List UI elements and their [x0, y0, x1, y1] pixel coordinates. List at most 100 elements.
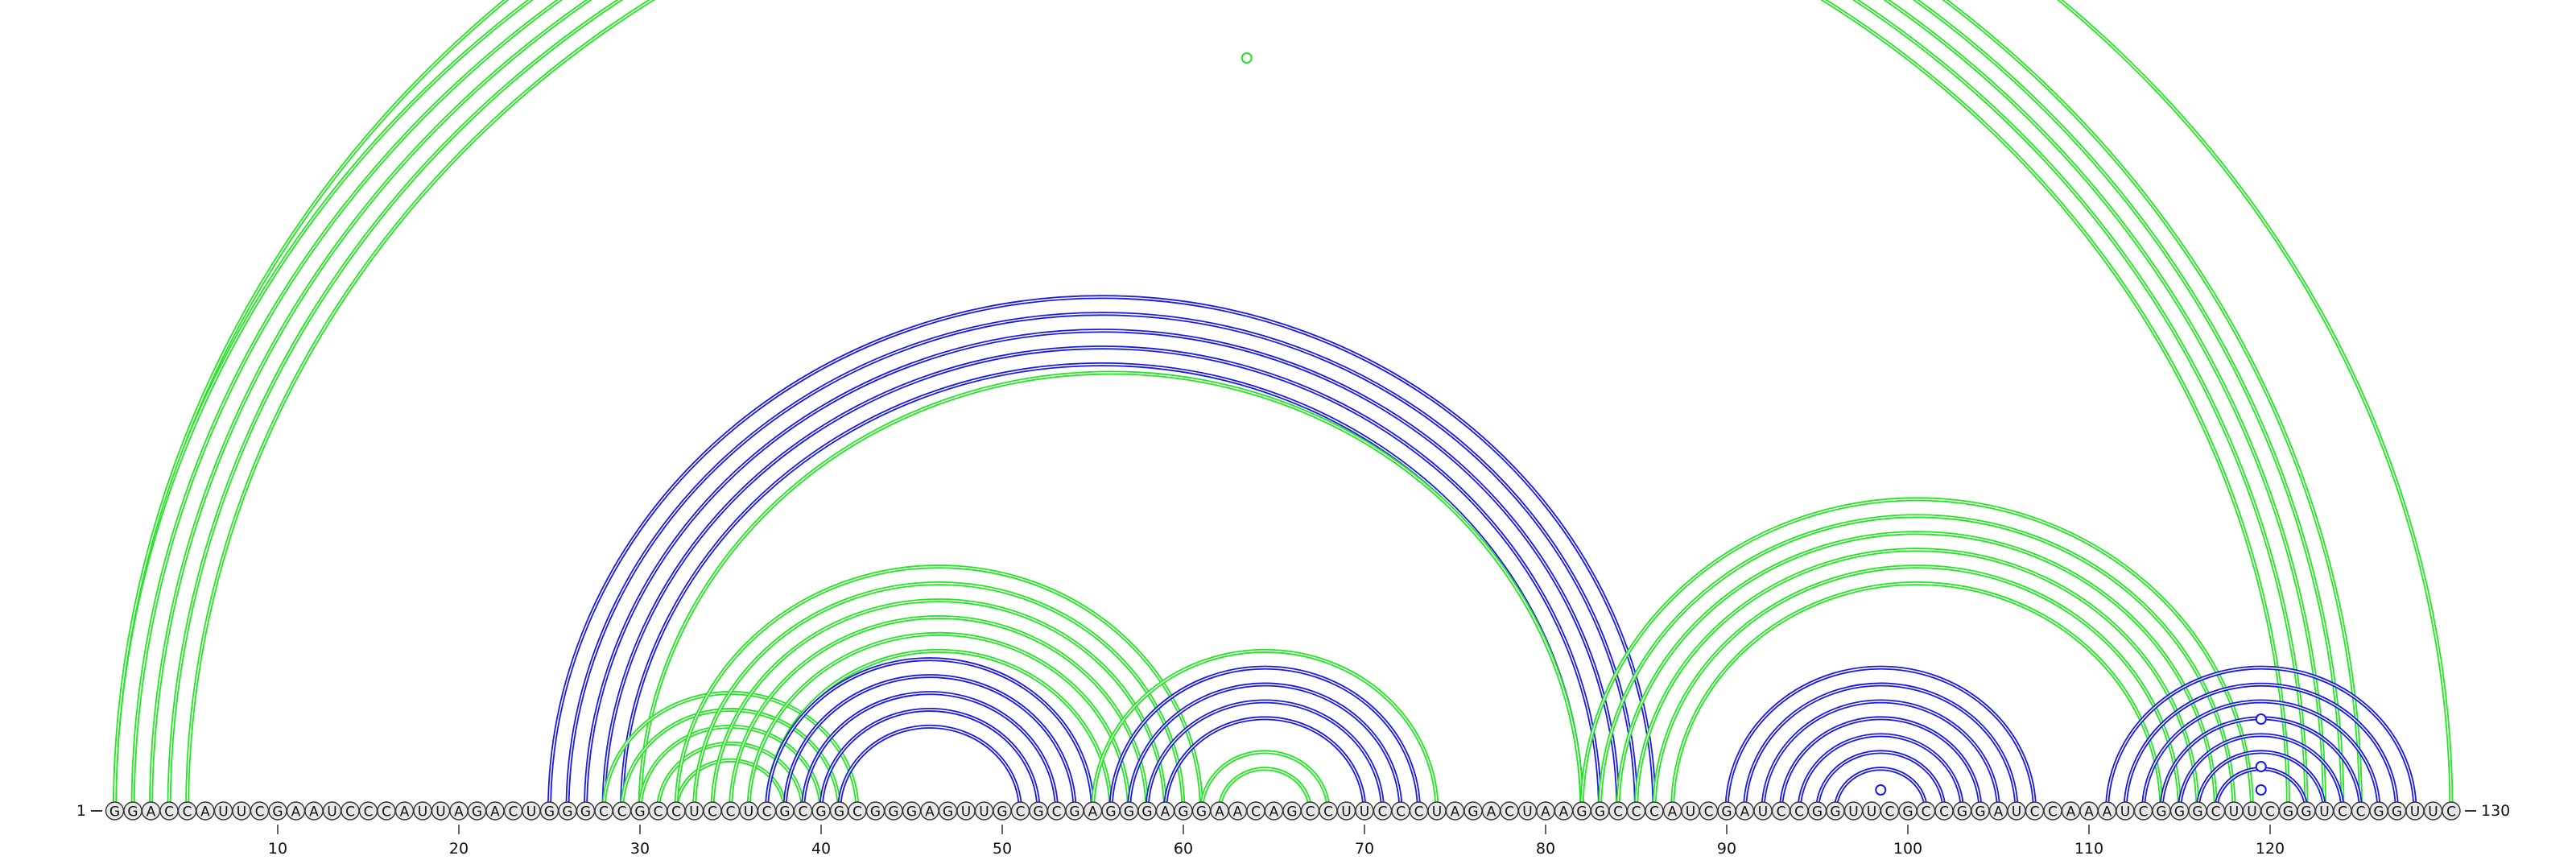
nucleotide-letter: C — [1505, 804, 1514, 821]
nucleotide-letter: U — [961, 804, 971, 821]
nucleotide-letter: U — [418, 804, 427, 821]
base-pair-arc — [130, 0, 2345, 812]
base-pair-arc-core — [1146, 701, 1384, 812]
loop-marker — [2255, 761, 2267, 772]
nucleotide-letter: U — [744, 804, 753, 821]
nucleotide-letter: G — [2301, 804, 2311, 821]
nucleotide-letter: A — [1668, 804, 1678, 821]
nucleotide-letter: C — [2139, 804, 2149, 821]
nucleotide-letter: C — [1632, 804, 1641, 821]
base-pair-arc — [837, 724, 1022, 812]
base-pair-arc-core — [1798, 734, 1963, 812]
tick-label: 70 — [1355, 840, 1374, 857]
nucleotide-node — [2442, 801, 2461, 821]
base-pair-arc-core — [186, 0, 2289, 812]
nucleotide-letter: C — [509, 804, 518, 821]
base-pair-arc-core — [1653, 565, 2181, 812]
base-pair-arc-core — [2106, 667, 2416, 812]
base-pair-arc — [1598, 514, 2236, 812]
nucleotide-letter: A — [309, 804, 319, 821]
nucleotide-letter: C — [2356, 804, 2366, 821]
base-pair-arc — [1108, 665, 1421, 812]
nucleotide-letter: C — [1613, 804, 1623, 821]
nucleotide-letter: U — [1360, 804, 1369, 821]
nucleotide-letter: G — [943, 804, 953, 821]
tick-label: 50 — [993, 840, 1012, 857]
tick-label: 30 — [630, 840, 650, 857]
nucleotide-letter: U — [2229, 804, 2239, 821]
nucleotide-letter: C — [1323, 804, 1333, 821]
start-position-label: 1 — [76, 802, 86, 820]
nucleotide-letter: A — [1487, 804, 1496, 821]
nucleotide-letter: G — [1124, 804, 1134, 821]
nucleotide-letter: A — [490, 804, 500, 821]
nucleotide-letter: G — [815, 804, 826, 821]
base-pair-arc-core — [132, 0, 2343, 812]
nucleotide-letter: C — [762, 804, 772, 821]
nucleotide-letter: C — [1052, 804, 1062, 821]
base-pair-arc-core — [1835, 768, 1927, 812]
nucleotide-letter: A — [1215, 804, 1224, 821]
nucleotide-letter: U — [1867, 804, 1876, 821]
loop-marker — [2255, 784, 2267, 796]
base-pair-arc — [1670, 581, 2164, 812]
base-pair-arc-core — [766, 658, 1094, 812]
base-pair-arc — [1779, 716, 1983, 812]
base-pair-arc — [729, 614, 1150, 812]
base-pair-arc-core — [1110, 667, 1420, 812]
base-pair-arc-core — [1816, 751, 1945, 812]
base-pair-arc-core — [729, 616, 1148, 812]
nucleotide-letter: G — [1902, 804, 1913, 821]
nucleotide-letter: C — [1251, 804, 1261, 821]
nucleotide-letter: G — [906, 804, 917, 821]
tick-label: 40 — [811, 840, 831, 857]
nucleotide-letter: U — [1522, 804, 1532, 821]
nucleotide-letter: G — [2373, 804, 2384, 821]
nucleotide-letter: G — [1576, 804, 1587, 821]
base-pair-arc-core — [1762, 701, 2000, 812]
base-pair-arc-core — [150, 0, 2326, 812]
nucleotide-letter: C — [345, 804, 355, 821]
nucleotide-letter: C — [617, 804, 627, 821]
base-pair-arc-core — [114, 0, 2452, 812]
nucleotide-letter: C — [1378, 804, 1388, 821]
nucleotide-letter: G — [997, 804, 1007, 821]
base-pair-arc-core — [168, 0, 2307, 812]
base-pair-arc — [167, 0, 2309, 812]
nucleotide-letter: C — [2048, 804, 2058, 821]
nucleotide-letter: G — [1812, 804, 1823, 821]
base-pair-arc-core — [1635, 549, 2198, 812]
nucleotide-letter: C — [654, 804, 663, 821]
nucleotide-letter: G — [127, 804, 138, 821]
nucleotide-letter: U — [237, 804, 246, 821]
base-pair-arc — [149, 0, 2326, 812]
base-pair-arc-core — [1128, 684, 1402, 812]
nucleotide-letter: A — [147, 804, 156, 821]
nucleotide-letter: G — [562, 804, 572, 821]
base-pair-arc-core — [748, 633, 1130, 812]
nucleotide-letter: C — [2265, 804, 2275, 821]
base-pair-arc-core — [548, 296, 1655, 812]
nucleotide-letter: U — [2428, 804, 2438, 821]
nucleotide-letter: C — [1885, 804, 1895, 821]
nucleotide-letter: G — [1286, 804, 1297, 821]
nucleotide-letter: C — [164, 804, 174, 821]
nucleotide-letter: G — [779, 804, 790, 821]
base-pair-arc-core — [2197, 751, 2326, 812]
nucleotide-letter: U — [2120, 804, 2130, 821]
nucleotide-letter: C — [799, 804, 808, 821]
base-pair-arc-core — [639, 372, 1583, 812]
nucleotide-letter: C — [1016, 804, 1026, 821]
nucleotide-letter: A — [454, 804, 464, 821]
nucleotide-letter: G — [2174, 804, 2185, 821]
tick-label: 90 — [1717, 840, 1736, 857]
base-pair-arc-core — [1200, 751, 1329, 812]
nucleotide-letter: A — [1740, 804, 1750, 821]
nucleotide-letter: G — [888, 804, 898, 821]
base-pair-arc-core — [1219, 768, 1311, 812]
tick-label: 20 — [449, 840, 469, 857]
nucleotide-letter: A — [400, 804, 410, 821]
base-pair-arc-core — [2142, 701, 2380, 812]
base-pair-arc-core — [1617, 532, 2217, 812]
tick-label: 110 — [2074, 840, 2103, 857]
